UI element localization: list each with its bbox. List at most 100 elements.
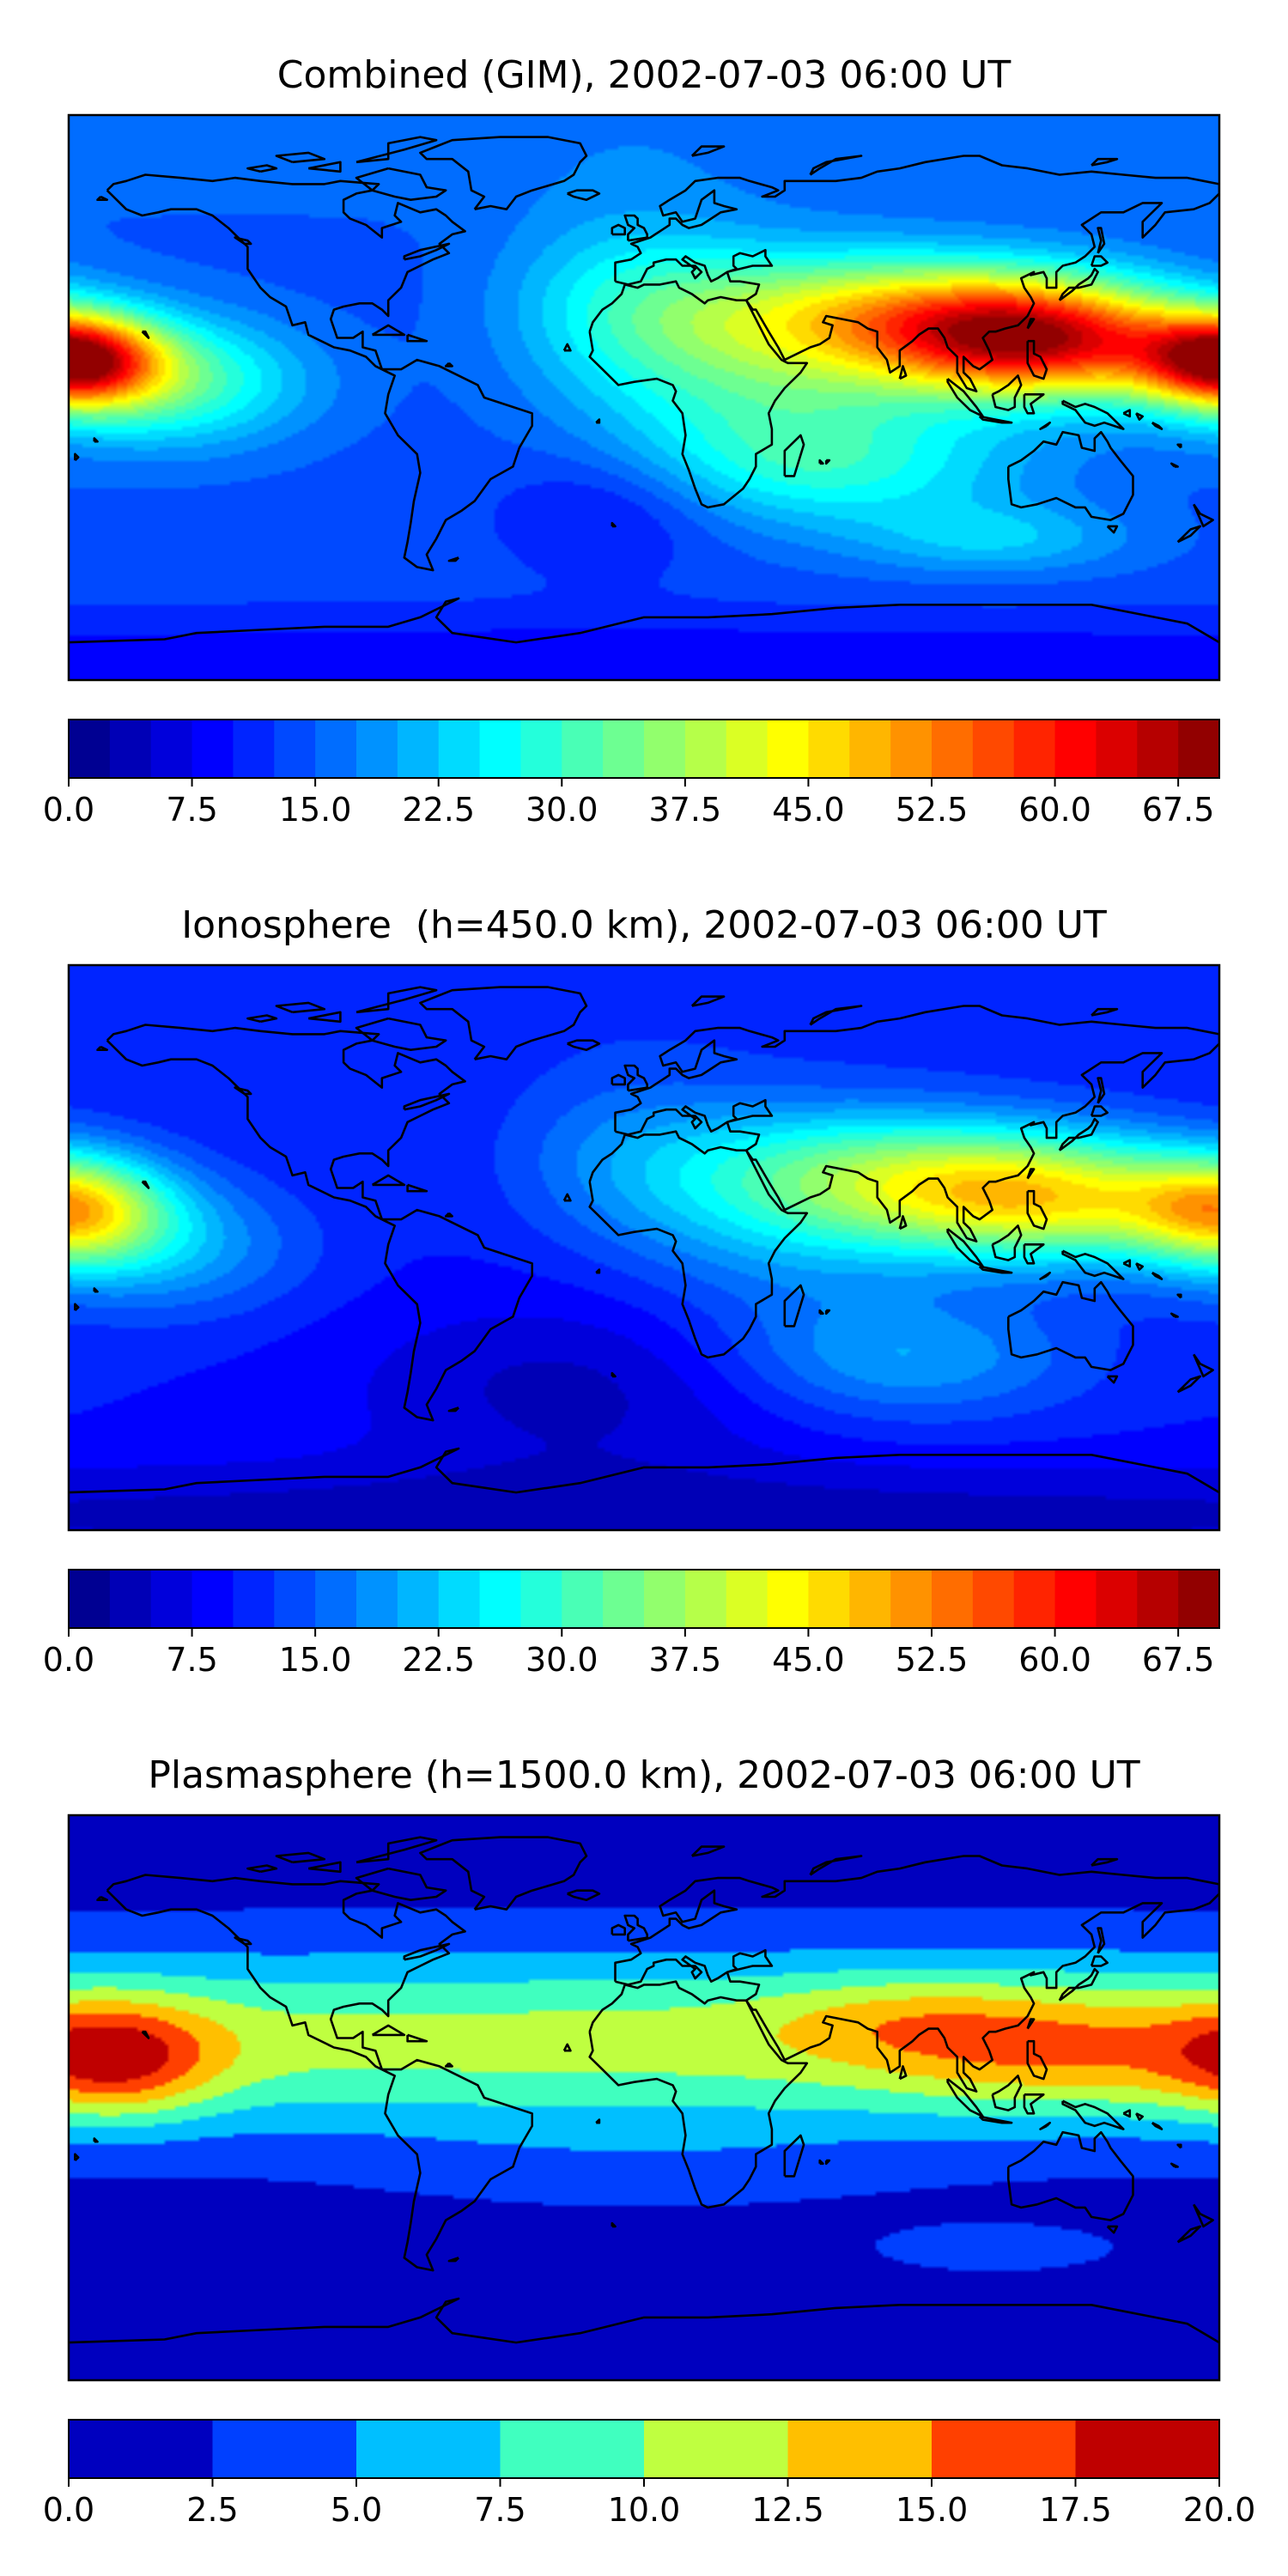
coastline: [978, 415, 1013, 424]
colorbar-segment: [1013, 1570, 1056, 1628]
coastline: [991, 2075, 1023, 2111]
map-frame: [67, 1814, 1221, 2382]
coastline: [275, 1001, 326, 1014]
coastline: [1193, 2203, 1214, 2228]
coastline: [1097, 1927, 1106, 1954]
coastline: [1170, 462, 1179, 468]
colorbar-segment: [787, 2420, 933, 2478]
colorbar-tick-label: 30.0: [526, 791, 598, 829]
colorbar-segment: [315, 720, 357, 778]
colorbar-segment: [972, 1570, 1015, 1628]
coastline: [307, 161, 342, 173]
coastline: [1135, 1262, 1144, 1271]
colorbar-segment: [726, 720, 769, 778]
colorbar: 0.0 7.5 15.0 22.5 30.0 37.5 45.0 52.5 60.0 67.5: [43, 719, 1220, 829]
coastline: [1061, 2099, 1125, 2130]
map-title: Plasmasphere (h=1500.0 km), 2002-07-03 0…: [148, 1753, 1139, 1797]
coastline: [141, 330, 150, 339]
coastline: [1151, 2122, 1163, 2130]
coastline: [898, 2065, 908, 2081]
coastline: [106, 1874, 534, 2272]
coastline: [1026, 1189, 1048, 1230]
colorbar-segment: [808, 1570, 850, 1628]
coastline: [406, 333, 428, 343]
coastline: [403, 242, 451, 261]
map-frame: [67, 963, 1221, 1532]
colorbar-segment: [233, 1570, 275, 1628]
coastline: [1097, 227, 1106, 254]
coastline: [74, 453, 80, 462]
coastline: [444, 361, 454, 368]
coastline: [355, 1867, 447, 1901]
colorbar-segment: [520, 1570, 562, 1628]
coastline: [1058, 267, 1099, 301]
coastline: [69, 2297, 1219, 2344]
colorbar-tick-label: 22.5: [402, 791, 475, 829]
coastline: [1090, 255, 1109, 267]
coastline: [946, 1228, 984, 1268]
coastline: [1193, 1353, 1214, 1378]
coastline: [1176, 1293, 1182, 1299]
colorbar-segment: [1075, 2420, 1220, 2478]
coastline: [444, 1212, 454, 1218]
coastline: [355, 986, 438, 1014]
coastline: [1023, 2093, 1045, 2115]
colorbar-segment: [603, 1570, 645, 1628]
coastline: [595, 418, 601, 424]
coastline: [406, 1183, 428, 1193]
map-panel-ionosphere: Ionosphere (h=450.0 km), 2002-07-03 06:0…: [43, 903, 1221, 1679]
coastline: [818, 459, 824, 465]
coastline: [1106, 1375, 1119, 1384]
colorbar-tick-label: 30.0: [526, 1641, 598, 1679]
coastline: [809, 155, 863, 176]
colorbar-segment: [603, 720, 645, 778]
coastline: [355, 1836, 438, 1864]
coastline: [946, 378, 984, 418]
colorbar-tick-label: 52.5: [896, 791, 969, 829]
colorbar: 0.0 2.5 5.0 7.5 10.0 12.5 15.0 17.5 20.0: [43, 2419, 1255, 2529]
colorbar-segment: [1178, 1570, 1220, 1628]
coastline: [1193, 503, 1214, 528]
colorbar-segment: [479, 720, 522, 778]
coastline: [809, 1005, 863, 1026]
coastlines: [69, 1836, 1219, 2344]
coastline: [1176, 443, 1182, 449]
colorbar-segment: [520, 720, 562, 778]
coastline: [1007, 430, 1134, 521]
coastline: [588, 1980, 809, 2209]
coastline: [1176, 1375, 1201, 1394]
coastline: [783, 2134, 805, 2178]
coastline: [690, 145, 726, 157]
colorbar-segment: [150, 720, 193, 778]
coastline: [611, 1073, 627, 1086]
coastline: [946, 2078, 984, 2118]
colorbar-frame: [68, 1569, 1220, 1629]
colorbar-tick-label: 45.0: [772, 791, 845, 829]
coastline: [595, 2118, 601, 2124]
map-panel-plasmasphere: Plasmasphere (h=1500.0 km), 2002-07-03 0…: [43, 1753, 1256, 2529]
colorbar-segment: [212, 2420, 357, 2478]
coastline: [419, 1836, 588, 1911]
coastline: [1058, 1967, 1099, 2002]
colorbar-segment: [69, 720, 111, 778]
colorbar-segment: [932, 720, 974, 778]
coastline: [355, 1017, 447, 1051]
coastline: [93, 437, 99, 443]
coastline: [1039, 2121, 1051, 2130]
colorbar-tick-label: 0.0: [43, 791, 94, 829]
map-title: Ionosphere (h=450.0 km), 2002-07-03 06:0…: [181, 903, 1107, 947]
coastline: [1176, 2143, 1182, 2149]
coastline: [1023, 1243, 1045, 1265]
colorbar-tick-label: 17.5: [1039, 2491, 1112, 2529]
coastline: [611, 521, 617, 528]
coastline: [406, 2033, 428, 2043]
coastline: [783, 434, 805, 477]
colorbar-tick-label: 52.5: [896, 1641, 969, 1679]
coastline: [371, 2024, 406, 2037]
colorbar-tick-label: 7.5: [166, 1641, 217, 1679]
colorbar-tick-label: 10.0: [608, 2491, 681, 2529]
coastline: [611, 2221, 617, 2228]
colorbar-segment: [356, 720, 398, 778]
coastline: [69, 1447, 1219, 1494]
colorbar-segment: [1096, 1570, 1138, 1628]
